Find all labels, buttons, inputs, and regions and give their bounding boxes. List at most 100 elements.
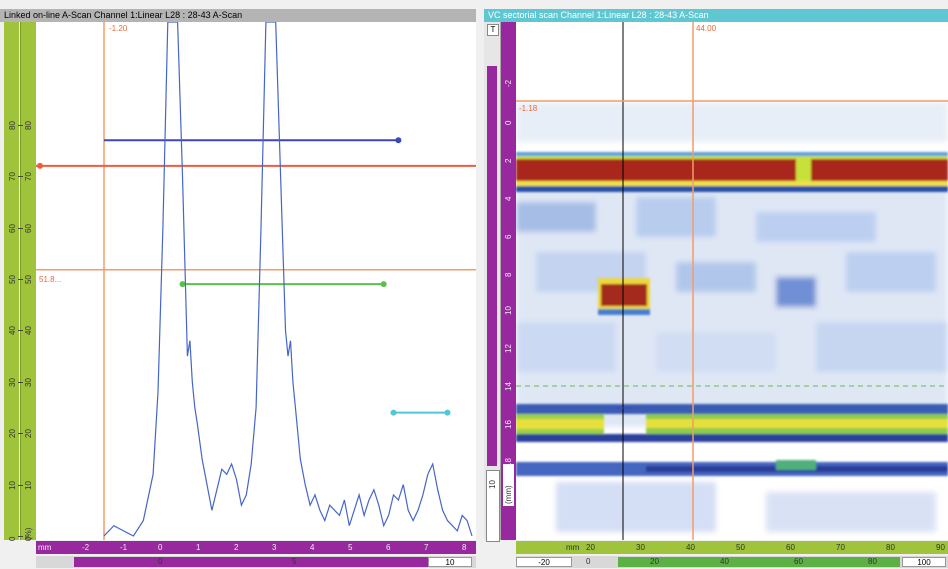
ascan-y-tick-label: 20 (8, 429, 17, 439)
ascan-waveform (103, 22, 473, 537)
ascan-y-tick-label: 0 (8, 536, 17, 541)
ascan-y-tick-label: 50 (8, 275, 17, 284)
ascan-y-tick-label: 70 (8, 172, 17, 182)
sscan-speckle (516, 102, 948, 532)
gate-green-start-handle (179, 281, 186, 288)
ascan-scroll-track[interactable] (74, 557, 434, 567)
ascan-x-tick-label: -1 (120, 543, 128, 552)
ascan-y-tick (18, 330, 23, 332)
ascan-y-tick (18, 279, 23, 280)
sscan-defect-echo (598, 278, 650, 315)
ascan-scroll-label-0: 0 (158, 557, 163, 566)
gate-red-start-handle (37, 162, 43, 169)
sscan-depth-tick-label: -2 (504, 79, 513, 87)
sscan-depth-tick-label: 6 (504, 234, 513, 239)
sscan-image[interactable]: 44.00 -1.18 (516, 22, 948, 540)
ascan-x-unit: mm (38, 543, 52, 552)
sscan-depth-tick-label: 4 (504, 196, 513, 201)
sscan-cursor-left-label: -1.18 (519, 104, 538, 113)
ascan-x-ruler[interactable]: mm -2 -1 0 1 2 3 4 5 6 7 8 (36, 541, 476, 554)
ascan-y-tick (18, 124, 23, 126)
sscan-depth-ticks: -2 0 2 4 6 8 10 12 14 16 18 (501, 22, 516, 540)
ascan-x-tick-label: 6 (386, 543, 391, 552)
ascan-y-tick-label: 30 (8, 377, 17, 387)
ascan-scroll-end-box[interactable]: 10 (428, 557, 472, 567)
gate-cyan-start-handle (390, 409, 397, 416)
sscan-x-ticks: 20 30 40 50 60 70 80 90 (516, 541, 948, 554)
sscan-scroll-track[interactable]: 20 40 60 80 (618, 557, 900, 567)
ascan-x-tick-label: -2 (82, 543, 90, 552)
sscan-x-unit: mm (566, 543, 580, 552)
sscan-scale-box[interactable]: 10 (486, 470, 500, 542)
ascan-y-tick-label-inner: 40 (24, 326, 33, 336)
ascan-cursor-gate-label: 51.8... (39, 275, 62, 284)
ascan-y-tick-label-inner: 50 (24, 275, 33, 284)
gate-green-end-handle (380, 281, 387, 288)
sscan-cursor-top-label: 44.00 (696, 24, 717, 33)
ascan-plot[interactable]: -1.20 51.8... (36, 22, 476, 540)
sscan-x-tick-label: 50 (736, 543, 745, 552)
ascan-x-tick-label: 5 (348, 543, 353, 552)
ascan-y-ticks: 0 0 10 10 20 20 30 30 40 40 50 50 60 60 70 70 80 80 (4, 22, 35, 541)
ascan-y-tick (18, 381, 23, 383)
ascan-y-tick (18, 176, 23, 178)
ascan-y-tick-label: 40 (8, 326, 17, 336)
sscan-x-tick-label: 40 (686, 543, 695, 552)
ascan-y-tick-label-inner: 0 (24, 536, 33, 541)
ascan-x-ticks: -2 -1 0 1 2 3 4 5 6 7 8 (36, 541, 476, 554)
sscan-scale-slider[interactable] (487, 66, 497, 466)
sscan-scroll-end-box[interactable]: 100 (902, 557, 946, 567)
ascan-scrollbar[interactable]: 0 5 10 (36, 556, 476, 568)
ascan-y-ruler-strip[interactable]: (%) (20, 22, 36, 540)
sscan-depth-tick-label: 16 (504, 420, 513, 429)
sscan-depth-tick-label: 2 (504, 158, 513, 163)
sscan-x-tick-label: 30 (636, 543, 645, 552)
ascan-x-tick-label: 4 (310, 543, 315, 552)
sscan-depth-tick-label: 10 (504, 306, 513, 315)
ascan-x-tick-label: 7 (424, 543, 429, 552)
ascan-y-tick-label: 60 (8, 223, 17, 233)
sscan-scroll-label-4: 60 (794, 557, 803, 566)
sscan-depth-tick-label: 12 (504, 344, 513, 353)
sscan-scale-value: 10 (488, 480, 497, 489)
sscan-depth-tick-label: 0 (504, 120, 513, 125)
ascan-y-tick-label-inner: 80 (24, 120, 33, 130)
ascan-x-tick-label: 3 (272, 543, 277, 552)
sscan-left-column: T 10 (484, 22, 501, 542)
sscan-x-ruler[interactable]: mm 20 30 40 50 60 70 80 90 (516, 541, 948, 554)
ascan-y-tick (18, 227, 23, 229)
ascan-y-tick-label: 10 (8, 480, 17, 490)
sscan-scrollbar[interactable]: -20 0 20 40 60 80 100 (516, 556, 948, 568)
sscan-x-tick-label: 20 (586, 543, 595, 552)
ascan-y-tick-label-inner: 60 (24, 223, 33, 233)
sscan-scroll-label-5: 80 (868, 557, 877, 566)
ascan-y-tick-label: 80 (8, 120, 17, 130)
ascan-x-tick-label: 1 (196, 543, 201, 552)
sscan-scroll-start-box[interactable]: -20 (516, 557, 572, 567)
sscan-x-tick-label: 80 (886, 543, 895, 552)
ascan-x-tick-label: 2 (234, 543, 239, 552)
gate-cyan-end-handle (444, 409, 451, 416)
ascan-cursor-top-label: -1.20 (109, 24, 128, 33)
sscan-svg (516, 22, 948, 540)
sscan-frontwall-echo (516, 152, 948, 192)
sscan-title: VC sectorial scan Channel 1:Linear L28 :… (484, 9, 948, 22)
sscan-top-badge[interactable]: T (487, 24, 499, 36)
ascan-title: Linked on-line A-Scan Channel 1:Linear L… (0, 9, 476, 22)
gate-blue-end-handle (395, 137, 402, 144)
sscan-depth-ruler[interactable]: (mm) -2 0 2 4 6 8 10 12 14 16 18 (501, 22, 516, 540)
ascan-scroll-label-1: 5 (292, 557, 297, 566)
ascan-y-ruler[interactable] (4, 22, 19, 540)
sscan-x-tick-label: 70 (836, 543, 845, 552)
sscan-depth-tick-label: 8 (504, 272, 513, 277)
sscan-scroll-label-2: 20 (650, 557, 659, 566)
sscan-depth-tick-label: 14 (504, 382, 513, 391)
ascan-x-tick-label: 0 (158, 543, 163, 552)
sscan-depth-tick-label: 18 (504, 458, 513, 467)
ascan-y-tick-label-inner: 70 (24, 172, 33, 182)
ascan-svg (36, 22, 476, 540)
ascan-y-tick (18, 536, 23, 537)
sscan-x-tick-label: 90 (936, 543, 945, 552)
sscan-scroll-label-1: 0 (586, 557, 591, 566)
ascan-y-tick-label-inner: 30 (24, 377, 33, 387)
